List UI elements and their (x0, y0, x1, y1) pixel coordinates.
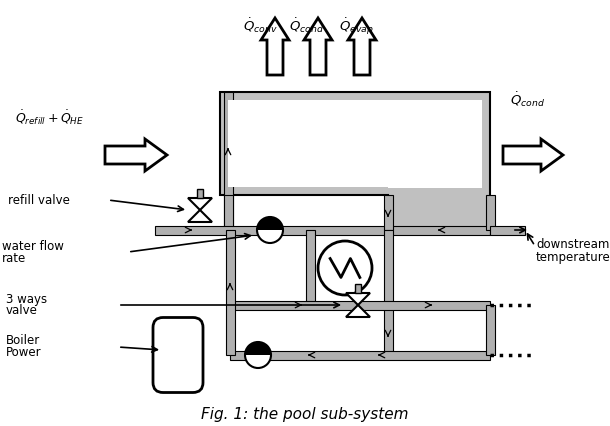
Polygon shape (304, 18, 332, 75)
Wedge shape (257, 217, 283, 230)
Text: $\dot{Q}_{evap}$: $\dot{Q}_{evap}$ (339, 16, 373, 37)
Text: Boiler: Boiler (6, 334, 40, 346)
Polygon shape (346, 293, 370, 305)
Text: valve: valve (6, 305, 38, 317)
Bar (306, 230, 315, 305)
Wedge shape (245, 342, 271, 355)
Circle shape (245, 342, 271, 368)
Text: downstream: downstream (536, 239, 609, 251)
Bar (230, 351, 490, 360)
Polygon shape (105, 139, 167, 171)
Bar (486, 195, 495, 230)
Bar (384, 195, 392, 230)
Bar (223, 92, 232, 230)
Polygon shape (261, 18, 289, 75)
Bar (355, 284, 361, 293)
Text: $\dot{Q}_{cond}$: $\dot{Q}_{cond}$ (510, 91, 545, 109)
FancyBboxPatch shape (153, 317, 203, 392)
Circle shape (318, 241, 372, 295)
Text: temperature: temperature (536, 250, 610, 264)
Circle shape (257, 217, 283, 243)
Polygon shape (188, 198, 212, 210)
Polygon shape (220, 92, 490, 230)
Text: Fig. 1: the pool sub-system: Fig. 1: the pool sub-system (201, 408, 409, 423)
Text: water flow: water flow (2, 241, 64, 253)
Bar (230, 300, 490, 310)
Text: $\dot{Q}_{conv}$: $\dot{Q}_{conv}$ (243, 16, 278, 35)
Bar (197, 189, 203, 198)
Text: rate: rate (2, 253, 26, 265)
Bar (226, 230, 234, 355)
Text: refill valve: refill valve (8, 193, 70, 207)
Polygon shape (188, 210, 212, 222)
Bar (155, 225, 490, 234)
Bar (486, 305, 495, 355)
Polygon shape (228, 100, 482, 188)
Polygon shape (346, 305, 370, 317)
Text: 3 ways: 3 ways (6, 293, 47, 305)
Bar (490, 225, 525, 234)
Text: $\dot{Q}_{refill}+\dot{Q}_{HE}$: $\dot{Q}_{refill}+\dot{Q}_{HE}$ (15, 109, 84, 127)
Text: $\dot{Q}_{cond}$: $\dot{Q}_{cond}$ (289, 16, 325, 35)
Polygon shape (503, 139, 563, 171)
Text: Power: Power (6, 345, 41, 359)
Polygon shape (348, 18, 376, 75)
Bar (384, 230, 392, 355)
Bar (223, 195, 232, 230)
